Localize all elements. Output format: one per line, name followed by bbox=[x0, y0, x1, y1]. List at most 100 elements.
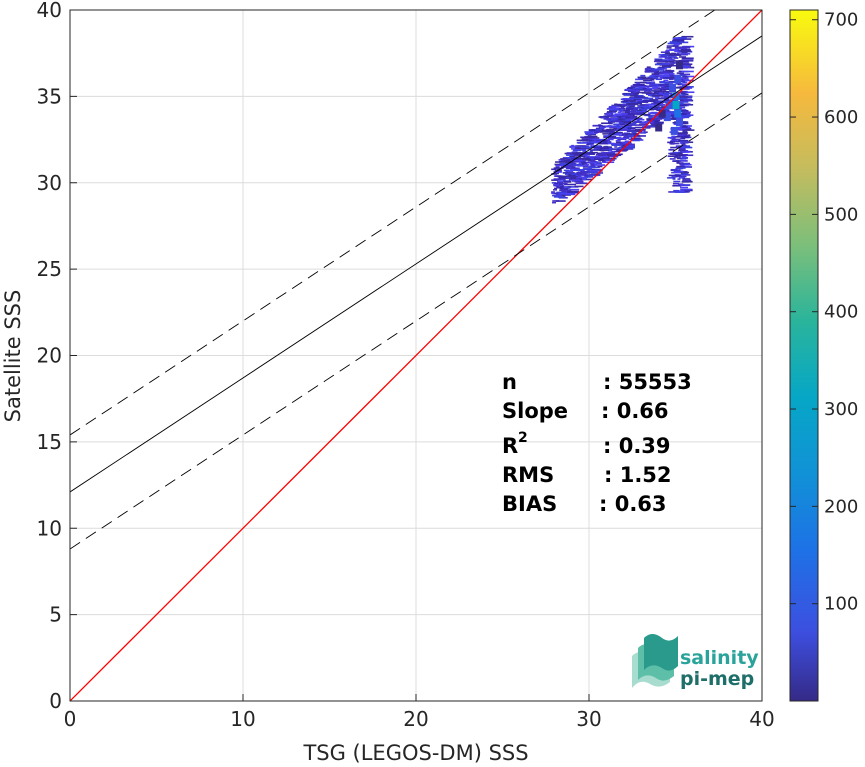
density-bin bbox=[681, 180, 693, 183]
fit-upper-line bbox=[70, 10, 716, 436]
density-bin bbox=[658, 107, 663, 110]
density-hotspot bbox=[669, 83, 677, 92]
density-bin bbox=[552, 201, 557, 204]
stat-value: : 0.39 bbox=[603, 434, 671, 458]
density-bin bbox=[669, 62, 676, 64]
density-bin bbox=[680, 88, 690, 90]
density-bin bbox=[677, 49, 681, 52]
density-bin bbox=[622, 93, 634, 95]
density-bin bbox=[672, 44, 678, 47]
density-bin bbox=[631, 92, 639, 95]
density-bin bbox=[653, 102, 660, 105]
density-bin bbox=[681, 156, 687, 158]
density-bin bbox=[674, 87, 684, 89]
density-hotspot bbox=[655, 123, 663, 132]
density-bin bbox=[562, 195, 566, 197]
density-hotspot bbox=[674, 75, 682, 84]
density-bin bbox=[570, 159, 583, 162]
density-bin bbox=[594, 164, 606, 166]
density-bin bbox=[678, 190, 684, 192]
density-bin bbox=[671, 176, 677, 178]
density-bin bbox=[605, 113, 612, 116]
density-bin bbox=[645, 100, 656, 102]
density-bin bbox=[620, 101, 625, 103]
density-bin bbox=[597, 152, 604, 155]
density-bin bbox=[636, 110, 643, 113]
density-bin bbox=[632, 83, 645, 86]
density-bin bbox=[583, 168, 593, 170]
density-bin bbox=[602, 146, 612, 148]
density-bin bbox=[681, 151, 690, 153]
density-bin bbox=[596, 147, 603, 150]
density-bin bbox=[659, 94, 669, 97]
stat-label: RMS bbox=[502, 463, 554, 487]
density-bin bbox=[669, 117, 681, 120]
density-bin bbox=[646, 66, 651, 68]
density-bin bbox=[681, 111, 691, 113]
identity-line bbox=[70, 10, 762, 701]
density-bin bbox=[632, 108, 638, 111]
density-bin bbox=[664, 92, 673, 95]
density-bin bbox=[589, 150, 593, 153]
density-bin bbox=[629, 92, 634, 95]
density-bin bbox=[660, 97, 669, 99]
density-bin bbox=[625, 108, 636, 110]
density-bin bbox=[673, 160, 680, 162]
density-bin bbox=[633, 122, 637, 125]
density-bin bbox=[663, 73, 675, 75]
density-bin bbox=[552, 194, 563, 197]
density-bin bbox=[641, 113, 651, 116]
density-bin bbox=[607, 108, 619, 110]
density-bin bbox=[678, 70, 682, 73]
density-bin bbox=[682, 65, 692, 67]
density-bin bbox=[632, 121, 642, 123]
density-bin bbox=[643, 126, 649, 128]
density-bin bbox=[553, 196, 562, 198]
density-bin bbox=[637, 76, 647, 79]
density-bin bbox=[681, 59, 694, 61]
density-bin bbox=[668, 76, 675, 79]
density-bin bbox=[634, 81, 647, 84]
density-bin bbox=[563, 177, 574, 180]
density-bin bbox=[651, 121, 660, 124]
density-bin bbox=[557, 181, 564, 184]
density-bin bbox=[654, 59, 666, 62]
density-bin bbox=[662, 90, 667, 93]
density-bin bbox=[630, 137, 641, 139]
density-bin bbox=[618, 113, 628, 115]
density-bin bbox=[558, 169, 562, 171]
density-bin bbox=[602, 133, 613, 135]
density-bin bbox=[617, 104, 624, 106]
density-bin bbox=[654, 58, 663, 61]
density-bin bbox=[599, 131, 611, 133]
density-bin bbox=[606, 155, 618, 157]
density-bin bbox=[590, 149, 599, 151]
density-bin bbox=[602, 161, 615, 164]
density-bin bbox=[654, 85, 664, 87]
density-bin bbox=[642, 108, 646, 111]
density-bin bbox=[558, 196, 566, 199]
density-bin bbox=[581, 161, 587, 164]
density-bin bbox=[676, 72, 681, 74]
density-bin bbox=[594, 168, 598, 171]
density-hotspot bbox=[672, 101, 680, 110]
density-bin bbox=[682, 127, 686, 130]
density-bin bbox=[604, 159, 615, 161]
density-bin bbox=[676, 162, 684, 164]
density-bin bbox=[667, 177, 676, 179]
density-bin bbox=[668, 80, 676, 83]
y-tick-label: 5 bbox=[49, 603, 62, 627]
density-bin bbox=[662, 65, 673, 67]
density-bin bbox=[576, 163, 582, 166]
density-bin bbox=[579, 178, 586, 181]
density-bin bbox=[661, 63, 667, 65]
density-bin bbox=[676, 153, 683, 156]
density-bin bbox=[551, 192, 555, 195]
density-bin bbox=[636, 113, 644, 116]
density-bin bbox=[573, 172, 578, 175]
wave-logo-icon bbox=[632, 634, 678, 688]
density-bin bbox=[636, 94, 644, 97]
density-bin bbox=[637, 135, 646, 137]
density-bin bbox=[560, 158, 573, 160]
density-bin bbox=[680, 135, 688, 137]
